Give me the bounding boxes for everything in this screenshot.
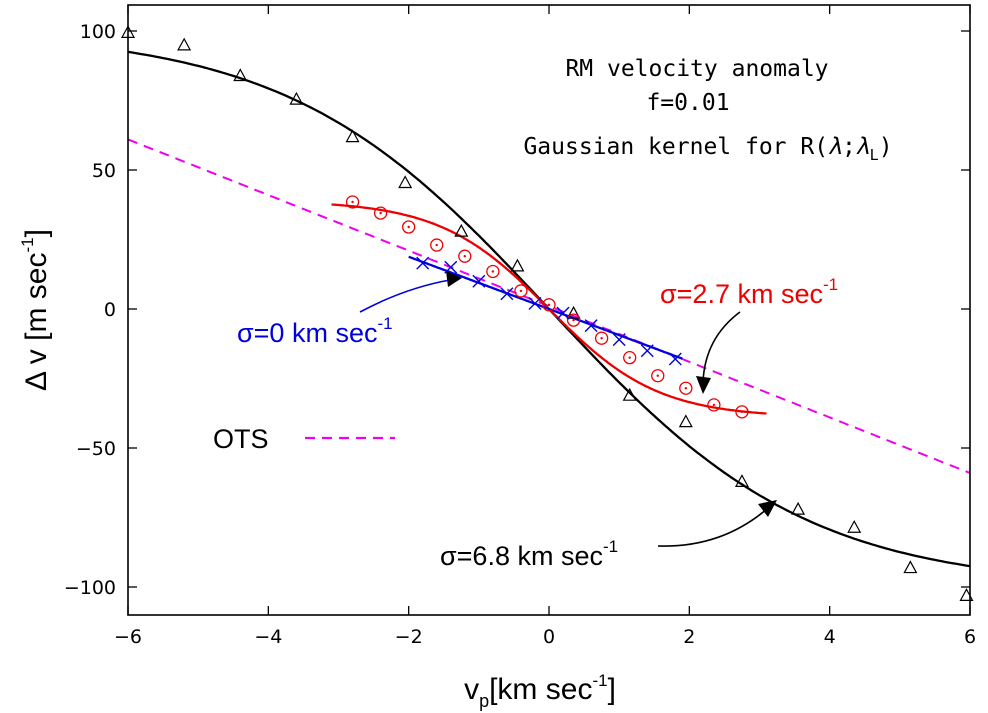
point-triangle bbox=[791, 501, 806, 515]
label-sigma-2-7: σ=2.7 km sec-1 bbox=[660, 275, 838, 309]
point-circle bbox=[486, 264, 500, 279]
annotation-line-3: Gaussian kernel for R(λ;λL) bbox=[523, 134, 892, 164]
y-tick-label: 50 bbox=[92, 160, 116, 182]
point-cross bbox=[640, 344, 654, 358]
point-cross bbox=[444, 260, 458, 274]
point-cross bbox=[584, 319, 598, 333]
point-triangle bbox=[177, 37, 192, 51]
x-tick-label: 4 bbox=[824, 626, 836, 648]
point-triangle bbox=[233, 68, 248, 82]
point-triangle bbox=[847, 519, 862, 533]
point-circle bbox=[707, 398, 721, 412]
point-triangle bbox=[678, 414, 693, 428]
x-tick-label: 0 bbox=[543, 626, 555, 648]
arrow-sigma-2-7 bbox=[696, 311, 741, 394]
point-circle bbox=[514, 284, 528, 298]
point-triangle bbox=[622, 387, 637, 401]
point-circle bbox=[623, 350, 637, 365]
point-cross bbox=[556, 306, 570, 320]
point-triangle bbox=[566, 305, 581, 319]
arrow-sigma-0 bbox=[359, 271, 462, 313]
point-circle bbox=[345, 195, 360, 209]
point-circle bbox=[458, 249, 472, 263]
x-tick-label: 2 bbox=[683, 626, 695, 648]
point-triangle bbox=[345, 129, 360, 143]
point-circle bbox=[542, 298, 556, 312]
arrow-sigma-6-8 bbox=[657, 500, 777, 547]
point-triangle bbox=[903, 560, 918, 574]
annotation-line-2: f=0.01 bbox=[646, 90, 729, 116]
point-cross bbox=[472, 274, 486, 288]
curve-ots bbox=[127, 138, 971, 474]
point-triangle bbox=[454, 223, 469, 237]
x-tick-label: 6 bbox=[964, 626, 976, 648]
curve-sigma-0 bbox=[408, 255, 683, 360]
label-sigma-0: σ=0 km sec-1 bbox=[237, 314, 393, 348]
y-tick-label: −100 bbox=[64, 577, 116, 599]
ticks-layer: −6 −4 −2 0 2 4 6 100 50 0 −50 −100 bbox=[64, 5, 976, 648]
series-layer bbox=[120, 25, 974, 601]
x-tick-label: −2 bbox=[395, 626, 423, 648]
y-tick-label: 100 bbox=[80, 21, 116, 43]
legend-ots-label: OTS bbox=[213, 424, 269, 454]
x-tick-label: −4 bbox=[254, 626, 282, 648]
point-circle bbox=[373, 206, 388, 220]
point-triangle bbox=[289, 91, 304, 105]
point-cross bbox=[612, 333, 626, 347]
x-tick-label: −6 bbox=[114, 626, 142, 648]
point-circle bbox=[402, 220, 416, 234]
point-circle bbox=[430, 238, 444, 252]
point-circle bbox=[679, 381, 693, 395]
point-cross bbox=[528, 296, 542, 310]
point-cross bbox=[416, 256, 430, 270]
point-triangle bbox=[398, 175, 413, 189]
point-circle bbox=[651, 369, 665, 383]
point-circle bbox=[566, 313, 581, 327]
point-triangle bbox=[734, 474, 749, 487]
point-cross bbox=[668, 352, 682, 366]
annotation-line-1: RM velocity anomaly bbox=[565, 56, 828, 82]
x-axis-label: vp[km sec-1] bbox=[464, 671, 616, 711]
label-sigma-6-8: σ=6.8 km sec-1 bbox=[440, 537, 618, 571]
point-cross bbox=[500, 287, 514, 301]
point-circle bbox=[735, 405, 749, 419]
point-triangle bbox=[510, 258, 525, 272]
y-tick-label: −50 bbox=[76, 438, 116, 460]
y-tick-label: 0 bbox=[104, 299, 116, 321]
y-axis-label: Δ v [m sec-1] bbox=[18, 229, 53, 391]
point-circle bbox=[594, 331, 609, 345]
